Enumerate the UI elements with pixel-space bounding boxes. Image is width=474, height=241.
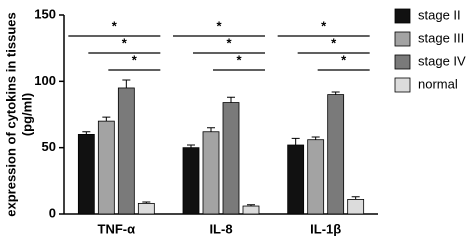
significance-label: * [321,18,327,33]
x-tick-label: TNF-α [98,221,136,236]
bar [242,205,260,215]
significance-label: * [122,35,128,50]
error-bar [351,196,360,200]
error-bar [82,131,91,135]
bar [77,133,95,215]
error-bar [102,116,111,122]
bar [117,87,135,215]
bar [137,202,155,215]
legend-label: stage II [418,7,461,22]
legend-swatch [394,31,411,47]
significance-label: * [216,18,222,33]
error-bar [227,96,235,103]
legend-label: normal [418,76,458,91]
error-bar [291,137,300,146]
y-tick-label: 50 [42,139,56,154]
y-axis-label: (pg/ml) [19,93,34,136]
x-tick-label: IL-8 [209,221,232,236]
y-axis-label: expression of cytokins in tissues [3,12,18,216]
bar [327,94,345,215]
error-bar [122,79,131,88]
y-tick-label: 0 [49,205,56,220]
significance-label: * [226,35,232,50]
y-tick-label: 100 [34,73,56,88]
significance-label: * [112,18,118,33]
error-bar [187,144,195,148]
legend-swatch [394,8,411,24]
x-tick-label: IL-1β [310,221,341,236]
error-bar [247,204,255,207]
significance-label: * [236,52,242,67]
legend-swatch [394,54,411,70]
bar [287,144,305,215]
bar [307,139,325,215]
error-bar [331,91,340,95]
legend-label: stage III [418,30,464,45]
legend-label: stage IV [418,53,466,68]
error-bar [311,136,320,140]
error-bar [142,201,151,204]
bar [222,102,240,215]
legend-swatch [394,77,411,93]
error-bar [207,127,215,132]
bar [97,120,115,215]
y-tick-label: 150 [34,6,56,21]
bar [182,147,200,215]
significance-label: * [331,35,337,50]
significance-label: * [132,52,138,67]
bar [202,131,220,215]
significance-label: * [341,52,347,67]
bar [347,199,365,215]
